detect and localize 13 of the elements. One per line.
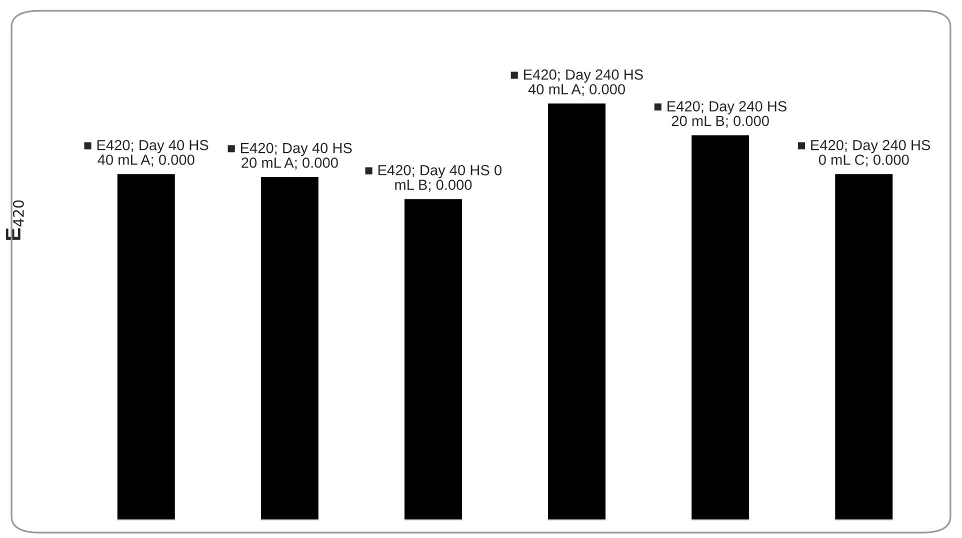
- bar: [116, 172, 176, 520]
- bar: [834, 172, 894, 520]
- annotation: ■ E420; Day 40 HS 0 mL B; 0.000: [365, 165, 502, 192]
- bar: [260, 176, 320, 520]
- bar: [546, 102, 607, 520]
- annotation: ■ E420; Day 240 HS 20 mL B; 0.000: [654, 101, 786, 128]
- bar: [403, 198, 464, 520]
- annotation: ■ E420; Day 40 HS 20 mL A; 0.000: [228, 142, 352, 170]
- bar: [690, 134, 750, 520]
- text: ■ E420; Day 240 HS 40 mL A; 0.000: [510, 69, 643, 96]
- annotation: ■ E420; Day 40 HS 40 mL A; 0.000: [84, 140, 208, 167]
- annotation: ■ E420; Day 240 HS 0 mL C; 0.000: [798, 140, 930, 167]
- y-axis-title: E$_{420}$: [6, 200, 24, 240]
